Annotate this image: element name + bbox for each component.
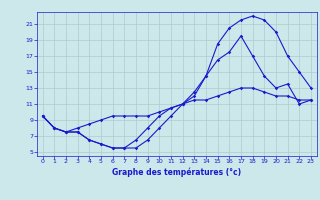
X-axis label: Graphe des températures (°c): Graphe des températures (°c) [112,167,241,177]
